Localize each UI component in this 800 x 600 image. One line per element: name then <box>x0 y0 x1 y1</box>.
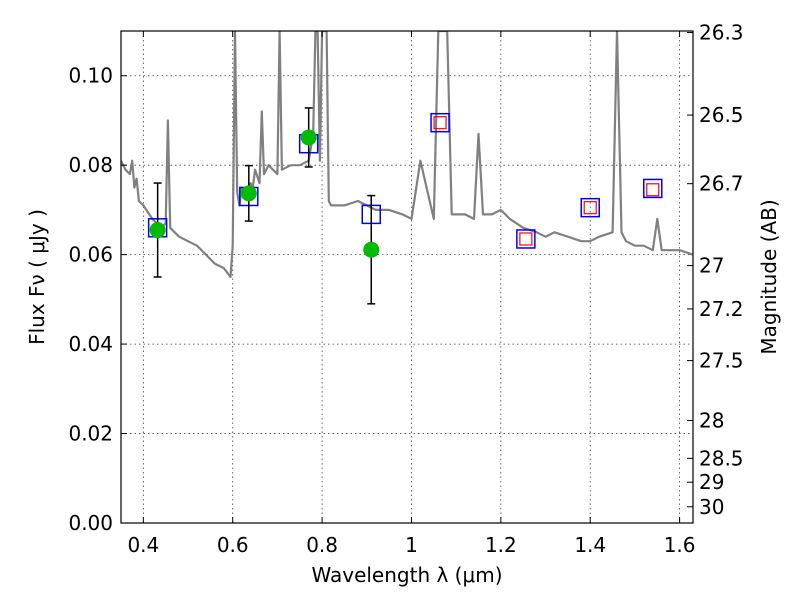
green-point-marker <box>149 222 166 239</box>
y-axis-label: Flux Fν ( μJy ) <box>25 209 49 345</box>
y2-tick-label: 28 <box>699 409 724 433</box>
y-tick-label: 0.06 <box>68 243 113 267</box>
y2-tick-label: 30 <box>699 495 724 519</box>
y2-tick-label: 26.5 <box>699 103 744 127</box>
green-point-marker <box>300 129 317 146</box>
red-square-marker <box>583 201 597 215</box>
y-tick-label: 0.00 <box>68 511 113 535</box>
x-tick-label: 1.6 <box>664 533 696 557</box>
green-point-marker <box>240 185 257 202</box>
plot-frame <box>120 30 694 524</box>
x-tick-label: 0.6 <box>217 533 249 557</box>
x-tick-label: 1 <box>405 533 418 557</box>
y2-tick-label: 27 <box>699 254 724 278</box>
blue-square-marker <box>643 178 663 199</box>
y-tick-label: 0.04 <box>68 332 113 356</box>
x-tick-label: 0.8 <box>306 533 338 557</box>
plot-area <box>121 31 693 305</box>
x-axis-label: Wavelength λ (μm) <box>311 563 502 587</box>
x-tick-label: 1.4 <box>574 533 606 557</box>
blue-square-marker <box>430 112 450 133</box>
red-square-marker <box>519 232 533 246</box>
axis-ticks: 0.4 0.6 0.8 1 1.2 1.4 1.6 0.00 0.02 0.04 0.06 0.08 0… <box>68 21 743 557</box>
y2-tick-label: 27.5 <box>699 349 744 373</box>
spectrum-line <box>121 31 693 279</box>
green-point-marker <box>363 241 380 258</box>
y2-tick-label: 29 <box>699 470 724 494</box>
x-tick-label: 0.4 <box>127 533 159 557</box>
blue-square-marker <box>516 229 536 249</box>
y-tick-label: 0.08 <box>68 153 113 177</box>
grid <box>121 31 693 524</box>
y2-tick-label: 27.2 <box>699 297 744 321</box>
red-square-marker <box>646 183 660 197</box>
y2-tick-label: 26.3 <box>699 21 744 45</box>
blue-square-marker <box>580 197 600 218</box>
x-tick-label: 1.2 <box>485 533 517 557</box>
y-tick-label: 0.02 <box>68 422 113 446</box>
y2-axis-label: Magnitude (AB) <box>757 199 781 354</box>
y-tick-label: 0.10 <box>68 64 113 88</box>
y2-tick-label: 28.5 <box>699 446 744 470</box>
y2-tick-label: 26.7 <box>699 172 744 196</box>
red-square-marker <box>433 116 447 130</box>
